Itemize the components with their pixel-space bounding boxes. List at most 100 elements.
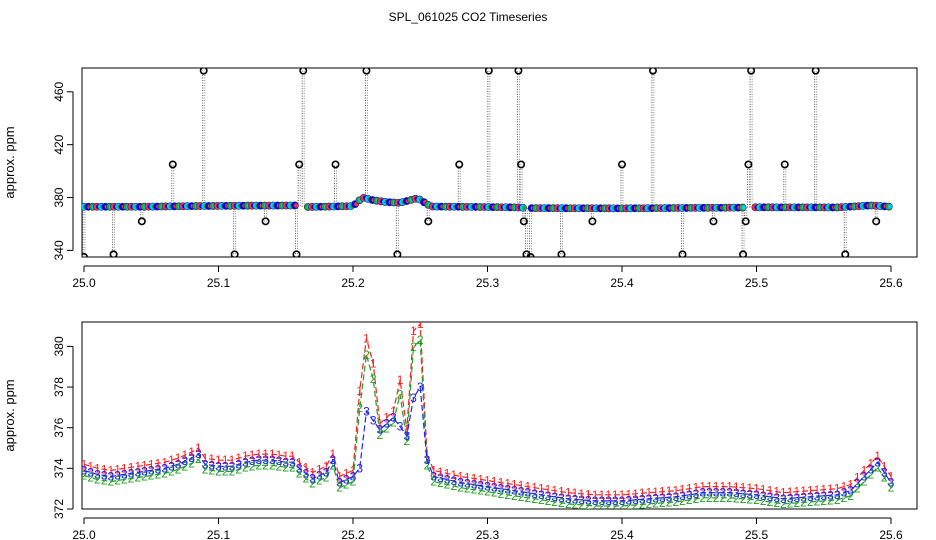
series-marker-3: 3 — [269, 453, 276, 467]
series-marker-2: 2 — [787, 496, 794, 510]
series-marker-3: 3 — [740, 487, 747, 501]
y-tick-label: 372 — [52, 499, 66, 519]
series-marker-2: 2 — [141, 469, 148, 483]
series-marker-1: 1 — [625, 487, 632, 501]
series-marker-1: 1 — [780, 486, 787, 500]
series-marker-1: 1 — [390, 404, 397, 418]
series-marker-3: 3 — [155, 462, 162, 476]
y-tick-label: 460 — [52, 81, 66, 101]
series-marker-2: 2 — [383, 422, 390, 436]
series-marker-3: 3 — [424, 453, 431, 467]
series-marker-2: 2 — [881, 470, 888, 484]
series-marker-2: 2 — [343, 478, 350, 492]
series-marker-1: 1 — [794, 485, 801, 499]
series-marker-2: 2 — [639, 497, 646, 511]
series-marker-2: 2 — [854, 482, 861, 496]
series-marker-3: 3 — [598, 494, 605, 508]
series-marker-1: 1 — [538, 482, 545, 496]
series-marker-2: 2 — [377, 428, 384, 442]
series-marker-2: 2 — [706, 491, 713, 505]
series-marker-2: 2 — [834, 493, 841, 507]
series-marker-2: 2 — [713, 491, 720, 505]
series-marker-3: 3 — [525, 486, 532, 500]
series-marker-1: 1 — [168, 453, 175, 467]
series-marker-2: 2 — [94, 473, 101, 487]
series-marker-3: 3 — [639, 492, 646, 506]
series-marker-3: 3 — [659, 491, 666, 505]
series-marker-1: 1 — [282, 449, 289, 463]
series-marker-1: 1 — [545, 483, 552, 497]
series-marker-3: 3 — [686, 488, 693, 502]
series-marker-1: 1 — [444, 466, 451, 480]
series-marker-2: 2 — [464, 482, 471, 496]
series-marker-3: 3 — [572, 492, 579, 506]
series-marker-1: 1 — [141, 458, 148, 472]
series-marker-1: 1 — [491, 475, 498, 489]
series-marker-2: 2 — [625, 498, 632, 512]
series-marker-2: 2 — [491, 486, 498, 500]
series-marker-3: 3 — [504, 483, 511, 497]
series-marker-1: 1 — [847, 478, 854, 492]
series-marker-1: 1 — [182, 448, 189, 462]
x-tick-label: 25.3 — [476, 528, 500, 540]
outlier-point — [519, 217, 528, 226]
series-marker-3: 3 — [370, 414, 377, 428]
series-marker-2: 2 — [814, 494, 821, 508]
series-marker-3: 3 — [699, 486, 706, 500]
outlier-point — [82, 253, 88, 257]
outlier-point — [557, 250, 566, 257]
series-marker-2: 2 — [390, 416, 397, 430]
series-marker-2: 2 — [847, 489, 854, 503]
series-marker-2: 2 — [101, 474, 108, 488]
series-marker-1: 1 — [713, 480, 720, 494]
series-marker-3: 3 — [874, 455, 881, 469]
outlier-point — [514, 68, 523, 75]
series-marker-2: 2 — [888, 481, 895, 495]
series-marker-3: 3 — [229, 459, 236, 473]
series-marker-2: 2 — [511, 489, 518, 503]
series-marker-1: 1 — [249, 448, 256, 462]
series-line-1 — [83, 322, 892, 496]
series-marker-3: 3 — [464, 477, 471, 491]
series-marker-1: 1 — [262, 447, 269, 461]
series-marker-2: 2 — [208, 463, 215, 477]
top-panel: 25.0 25.1 25.2 25.3 25.4 25.5 25.6 340 380 420 460… — [2, 67, 918, 290]
series-marker-1: 1 — [639, 486, 646, 500]
series-marker-1: 1 — [632, 487, 639, 501]
series-marker-1: 1 — [370, 357, 377, 371]
series-marker-3: 3 — [161, 461, 168, 475]
outlier-point — [588, 217, 597, 226]
series-marker-3: 3 — [121, 467, 128, 481]
series-marker-1: 1 — [309, 465, 316, 479]
outlier-point — [230, 250, 239, 257]
series-marker-2: 2 — [182, 459, 189, 473]
series-marker-2: 2 — [108, 475, 115, 489]
series-marker-2: 2 — [585, 498, 592, 512]
series-marker-2: 2 — [746, 492, 753, 506]
series-marker-2: 2 — [572, 497, 579, 511]
series-marker-3: 3 — [262, 453, 269, 467]
series-marker-2: 2 — [202, 462, 209, 476]
series-marker-3: 3 — [800, 490, 807, 504]
series-marker-1: 1 — [108, 463, 115, 477]
series-marker-3: 3 — [612, 494, 619, 508]
series-marker-3: 3 — [605, 494, 612, 508]
series-marker-3: 3 — [101, 468, 108, 482]
series-marker-1: 1 — [383, 411, 390, 425]
series-marker-3: 3 — [128, 466, 135, 480]
series-marker-2: 2 — [659, 496, 666, 510]
series-marker-1: 1 — [706, 480, 713, 494]
series-marker-1: 1 — [222, 453, 229, 467]
series-marker-3: 3 — [518, 485, 525, 499]
series-marker-2: 2 — [350, 475, 357, 489]
bottom-panel: 25.0 25.1 25.2 25.3 25.4 25.5 25.6 372 374 376 378… — [2, 321, 918, 540]
series-marker-2: 2 — [538, 493, 545, 507]
series-marker-3: 3 — [323, 465, 330, 479]
x-tick-label: 25.2 — [341, 528, 365, 540]
series-marker-2: 2 — [229, 464, 236, 478]
series-marker-2: 2 — [336, 481, 343, 495]
series-marker-3: 3 — [316, 468, 323, 482]
series-marker-2: 2 — [457, 481, 464, 495]
series-marker-3: 3 — [168, 459, 175, 473]
series-marker-2: 2 — [451, 479, 458, 493]
